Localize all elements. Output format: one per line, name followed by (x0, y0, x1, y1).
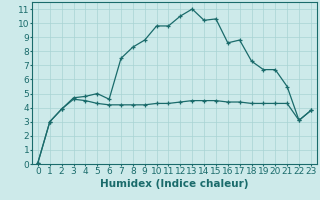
X-axis label: Humidex (Indice chaleur): Humidex (Indice chaleur) (100, 179, 249, 189)
